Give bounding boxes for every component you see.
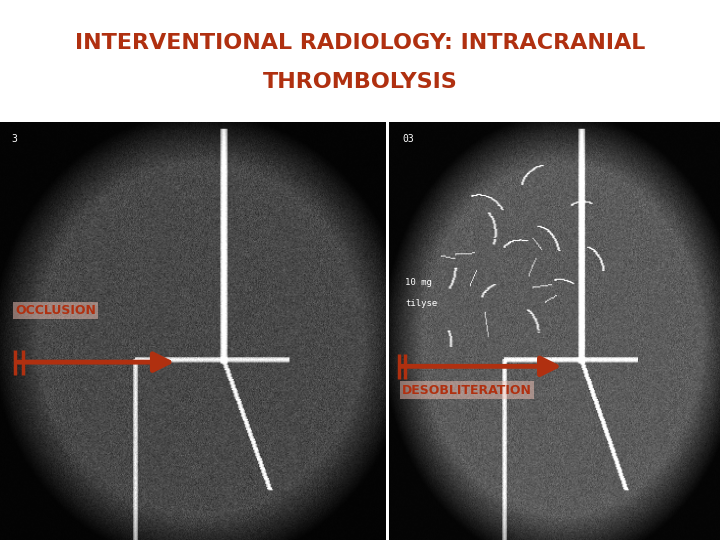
Text: 10 mg: 10 mg [405, 278, 432, 287]
Text: 3: 3 [12, 134, 17, 144]
Text: DESOBLITERATION: DESOBLITERATION [402, 383, 532, 396]
Text: 03: 03 [402, 134, 414, 144]
Text: INTERVENTIONAL RADIOLOGY: INTRACRANIAL: INTERVENTIONAL RADIOLOGY: INTRACRANIAL [75, 33, 645, 53]
Text: OCCLUSION: OCCLUSION [15, 304, 96, 317]
Text: tilyse: tilyse [405, 299, 438, 308]
Text: THROMBOLYSIS: THROMBOLYSIS [263, 72, 457, 92]
